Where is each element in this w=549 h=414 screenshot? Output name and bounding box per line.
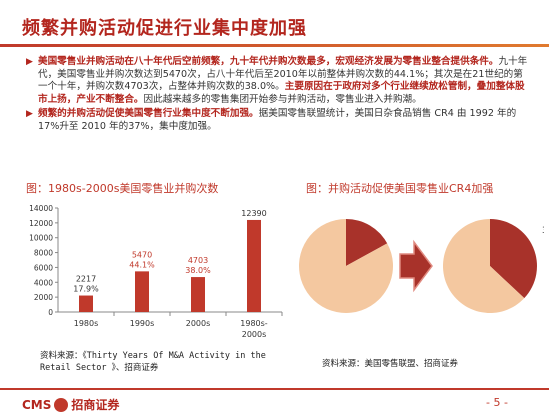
y-tick-label: 6000 [34, 263, 53, 272]
bar-percent-label: 44.1% [129, 260, 155, 269]
pie-percent-label: 37% [542, 226, 544, 236]
pie-slice [490, 219, 537, 299]
bullet-1-highlight: 美国零售业并购活动在八十年代后空前频繁，九十年代并购次数最多，宏观经济发展为零售… [38, 56, 499, 67]
bar-value-label: 4703 [188, 256, 208, 265]
bar [191, 277, 205, 312]
bullet-1-body: 九十年代，美国零售业并购次数达到5470次，占八十年代后至2010年以前整体并购… [38, 56, 528, 92]
ma-count-bar-chart: 0 2000 4000 6000 8000 10000 12000 14000 221717.9… [29, 204, 283, 339]
y-tick-label: 10000 [29, 234, 53, 243]
x-tick-label: 2000s [242, 330, 267, 339]
bar-value-label: 2217 [76, 275, 96, 284]
right-chart-title: 图：并购活动促使美国零售业CR4加强 [306, 182, 494, 195]
pie-slice [299, 219, 394, 313]
brand-latin: CMS [22, 398, 52, 412]
right-chart-source: 资料来源：美国零售联盟、招商证券 [322, 359, 459, 369]
bar [247, 219, 261, 312]
footer-divider [0, 388, 549, 390]
y-tick-label: 14000 [29, 204, 53, 213]
x-tick-label: 1980s [74, 319, 99, 328]
bullet-1: ▶ 美国零售业并购活动在八十年代后空前频繁，九十年代并购次数最多，宏观经济发展为… [26, 56, 531, 106]
y-tick-label: 0 [48, 308, 53, 317]
bullet-2-highlight: 频繁的并购活动促使美国零售行业集中度不断加强。 [38, 108, 259, 119]
bullet-marker-icon: ▶ [26, 57, 33, 67]
pie-slice [346, 219, 388, 266]
left-chart-title: 图：1980s-2000s美国零售业并购次数 [26, 182, 219, 195]
y-tick-label: 2000 [34, 293, 53, 302]
page-title: 频繁并购活动促进行业集中度加强 [22, 18, 307, 39]
pie-slice [442, 219, 525, 313]
bullet-2-body: 据美国零售联盟统计，美国日杂食品销售 CR4 由 1992 年的 17%升至 2… [38, 108, 517, 132]
bullet-2: ▶ 频繁的并购活动促使美国零售行业集中度不断加强。据美国零售联盟统计，美国日杂食… [26, 108, 531, 133]
x-tick-label: 1990s [130, 319, 155, 328]
bullet-1-tail: 因此越来越多的零售集团开始参与并购活动，零售业进入并购潮。 [143, 93, 422, 105]
brand-mark-icon [54, 397, 69, 412]
bullet-1-highlight2: 主要原因在于政府对多个行业继续放松管制，叠加整体股市上扬，产业不断整合。 [38, 81, 525, 105]
bar-value-label: 5470 [132, 250, 152, 259]
bullet-marker-icon: ▶ [26, 109, 33, 119]
bar-percent-label: 17.9% [73, 285, 99, 294]
y-tick-label: 8000 [34, 249, 53, 258]
bar-percent-label: 38.0% [185, 266, 211, 275]
bar [79, 295, 93, 312]
bar-value-label: 12390 [241, 209, 266, 218]
bar [135, 271, 149, 312]
title-divider [0, 44, 549, 47]
left-chart-source: 资料来源：《Thirty Years Of M&A Activity in th… [40, 351, 266, 373]
x-tick-label: 1980s- [240, 319, 268, 328]
x-tick-label: 2000s [186, 319, 211, 328]
page-number: - 5 - [486, 396, 508, 409]
body-text: ▶ 美国零售业并购活动在八十年代后空前频繁，九十年代并购次数最多，宏观经济发展为… [26, 56, 531, 135]
right-arrow-icon [399, 239, 433, 293]
brand-logo: CMS 招商证券 [22, 396, 119, 413]
brand-cn: 招商证券 [71, 398, 120, 412]
y-tick-label: 12000 [29, 219, 53, 228]
y-tick-label: 4000 [34, 278, 53, 287]
cr4-pie-charts: 17%37% [299, 219, 544, 313]
